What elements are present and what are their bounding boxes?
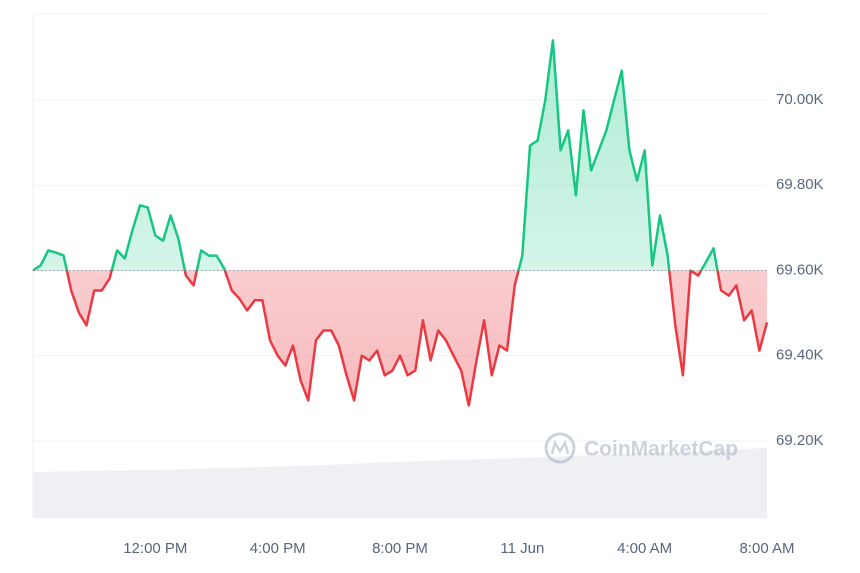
watermark-text: CoinMarketCap xyxy=(584,438,738,461)
area-up xyxy=(33,40,767,271)
price-line-up xyxy=(32,39,719,271)
area-down xyxy=(33,270,767,406)
x-tick-label: 4:00 PM xyxy=(250,540,306,557)
x-tick-label: 4:00 AM xyxy=(617,540,672,557)
y-tick-label: 69.40K xyxy=(776,347,824,364)
y-tick-label: 69.20K xyxy=(776,432,824,449)
y-tick-label: 69.80K xyxy=(776,176,824,193)
x-tick-label: 11 Jun xyxy=(500,540,544,557)
x-tick-label: 12:00 PM xyxy=(123,540,187,557)
x-tick-label: 8:00 AM xyxy=(739,540,794,557)
watermark: CoinMarketCap xyxy=(544,432,738,464)
x-tick-label: 8:00 PM xyxy=(372,540,428,557)
volume-area xyxy=(33,448,767,518)
price-line-down xyxy=(32,270,769,407)
y-tick-label: 70.00K xyxy=(776,91,824,108)
y-tick-label: 69.60K xyxy=(776,261,824,278)
